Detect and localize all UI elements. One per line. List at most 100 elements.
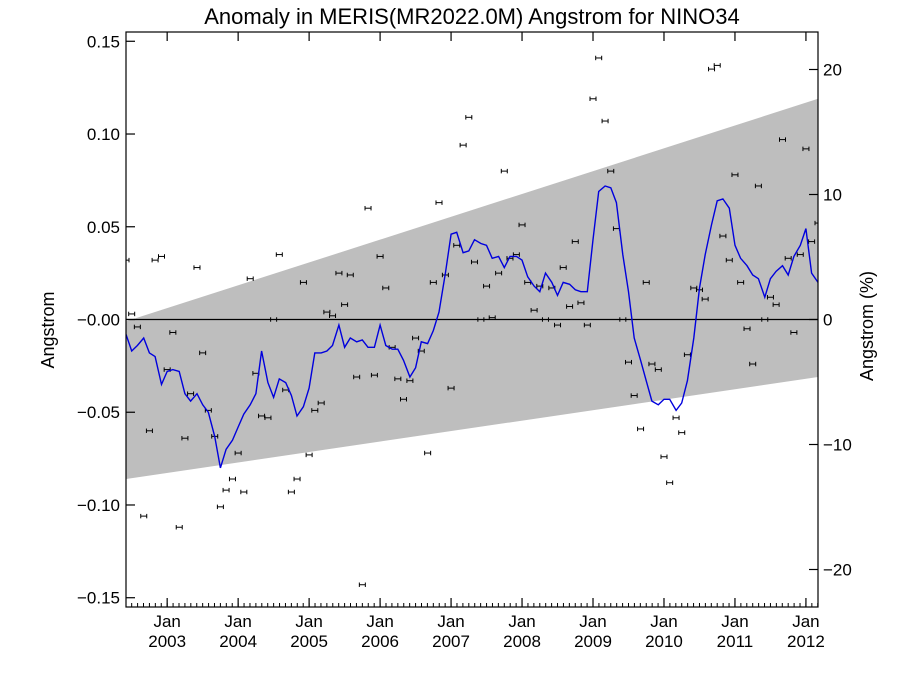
anomaly-point <box>140 513 148 519</box>
anomaly-point <box>672 415 680 421</box>
anomaly-point <box>128 311 136 317</box>
x-tick-year-label: 2009 <box>574 632 612 651</box>
x-tick-month-label: Jan <box>153 612 180 631</box>
anomaly-point <box>814 220 818 226</box>
x-axis: Jan2003Jan2004Jan2005Jan2006Jan2007Jan20… <box>131 32 825 651</box>
anomaly-point <box>554 322 562 328</box>
anomaly-point <box>796 252 804 257</box>
x-tick-month-label: Jan <box>650 612 677 631</box>
anomaly-point <box>400 397 408 402</box>
anomaly-point <box>595 55 603 61</box>
anomaly-point <box>483 283 491 289</box>
anomaly-point <box>571 239 579 244</box>
anomaly-point <box>424 450 432 456</box>
x-tick-year-label: 2007 <box>432 632 470 651</box>
anomaly-point <box>429 280 437 285</box>
left-y-axis: −0.15 −0.10 −0.05 −0.00 0.05 0.10 0.15 <box>77 32 135 608</box>
anomaly-point <box>637 426 645 432</box>
anomaly-point <box>465 115 473 120</box>
anomaly-point <box>181 435 189 441</box>
anomaly-point <box>145 428 153 434</box>
anomaly-point <box>346 272 354 278</box>
x-tick-year-label: 2008 <box>503 632 541 651</box>
anomaly-point <box>743 326 751 331</box>
anomaly-point <box>701 296 709 302</box>
anomaly-point <box>270 317 278 322</box>
trend-band <box>126 98 818 480</box>
anomaly-point <box>601 118 609 124</box>
anomaly-point <box>566 304 574 309</box>
x-tick-month-label: Jan <box>224 612 251 631</box>
anomaly-point <box>126 257 130 263</box>
x-tick-year-label: 2012 <box>787 632 825 651</box>
anomaly-point <box>394 376 402 382</box>
anomaly-point <box>731 172 739 178</box>
right-tick-label: 0 <box>823 311 832 330</box>
anomaly-point <box>619 317 627 322</box>
anomaly-point <box>317 400 325 406</box>
anomaly-point <box>589 96 597 101</box>
anomaly-point <box>772 302 780 307</box>
anomaly-point <box>435 200 443 205</box>
anomaly-point <box>358 582 366 587</box>
smoothed-anomaly-line <box>126 185 818 469</box>
right-tick-label: −10 <box>823 436 852 455</box>
anomaly-point <box>376 254 384 259</box>
anomaly-point <box>240 489 248 495</box>
anomaly-point <box>169 330 177 335</box>
right-tick-label: 10 <box>823 186 842 205</box>
anomaly-point <box>335 270 343 276</box>
anomaly-point <box>353 374 361 380</box>
left-tick-label: 0.05 <box>87 218 120 237</box>
y-axis-label-left: Angstrom <box>38 291 58 368</box>
x-tick-month-label: Jan <box>366 612 393 631</box>
y-axis-label-right: Angstrom (%) <box>857 271 877 381</box>
x-tick-year-label: 2003 <box>148 632 186 651</box>
anomaly-point <box>157 254 165 259</box>
anomaly-point <box>648 361 656 367</box>
anomaly-point <box>264 415 272 421</box>
x-tick-year-label: 2006 <box>361 632 399 651</box>
anomaly-point <box>790 330 798 335</box>
anomaly-point <box>287 489 295 495</box>
x-tick-year-label: 2005 <box>290 632 328 651</box>
x-tick-month-label: Jan <box>579 612 606 631</box>
anomaly-point <box>364 205 372 211</box>
anomaly-point <box>459 142 467 148</box>
anomaly-point <box>275 252 283 257</box>
x-tick-month-label: Jan <box>295 612 322 631</box>
anomaly-point <box>228 476 236 482</box>
anomaly-point <box>802 146 810 152</box>
anomaly-point <box>341 302 349 307</box>
left-tick-label: −0.00 <box>77 311 120 330</box>
left-tick-label: 0.10 <box>87 125 120 144</box>
anomaly-point <box>246 276 254 281</box>
anomaly-point <box>678 430 686 435</box>
anomaly-point <box>808 239 816 244</box>
anomaly-point <box>406 378 414 383</box>
anomaly-point <box>660 454 668 459</box>
anomaly-point <box>329 313 337 319</box>
anomaly-point <box>559 265 567 270</box>
anomaly-point <box>193 265 201 270</box>
x-tick-month-label: Jan <box>508 612 535 631</box>
anomaly-point <box>766 295 774 300</box>
anomaly-point <box>583 322 591 328</box>
anomaly-point <box>541 317 549 322</box>
anomaly-point <box>719 233 727 239</box>
right-tick-label: −20 <box>823 561 852 580</box>
x-tick-year-label: 2010 <box>645 632 683 651</box>
anomaly-point <box>530 308 538 313</box>
anomaly-point <box>713 63 721 68</box>
anomaly-point <box>725 257 733 263</box>
anomaly-point <box>749 361 757 367</box>
x-tick-year-label: 2004 <box>219 632 257 651</box>
anomaly-point <box>299 280 307 285</box>
anomaly-point <box>488 315 496 320</box>
anomaly-point <box>293 476 301 482</box>
anomaly-point <box>187 391 195 396</box>
left-tick-label: −0.05 <box>77 403 120 422</box>
anomaly-point <box>133 324 141 330</box>
left-tick-label: −0.10 <box>77 496 120 515</box>
